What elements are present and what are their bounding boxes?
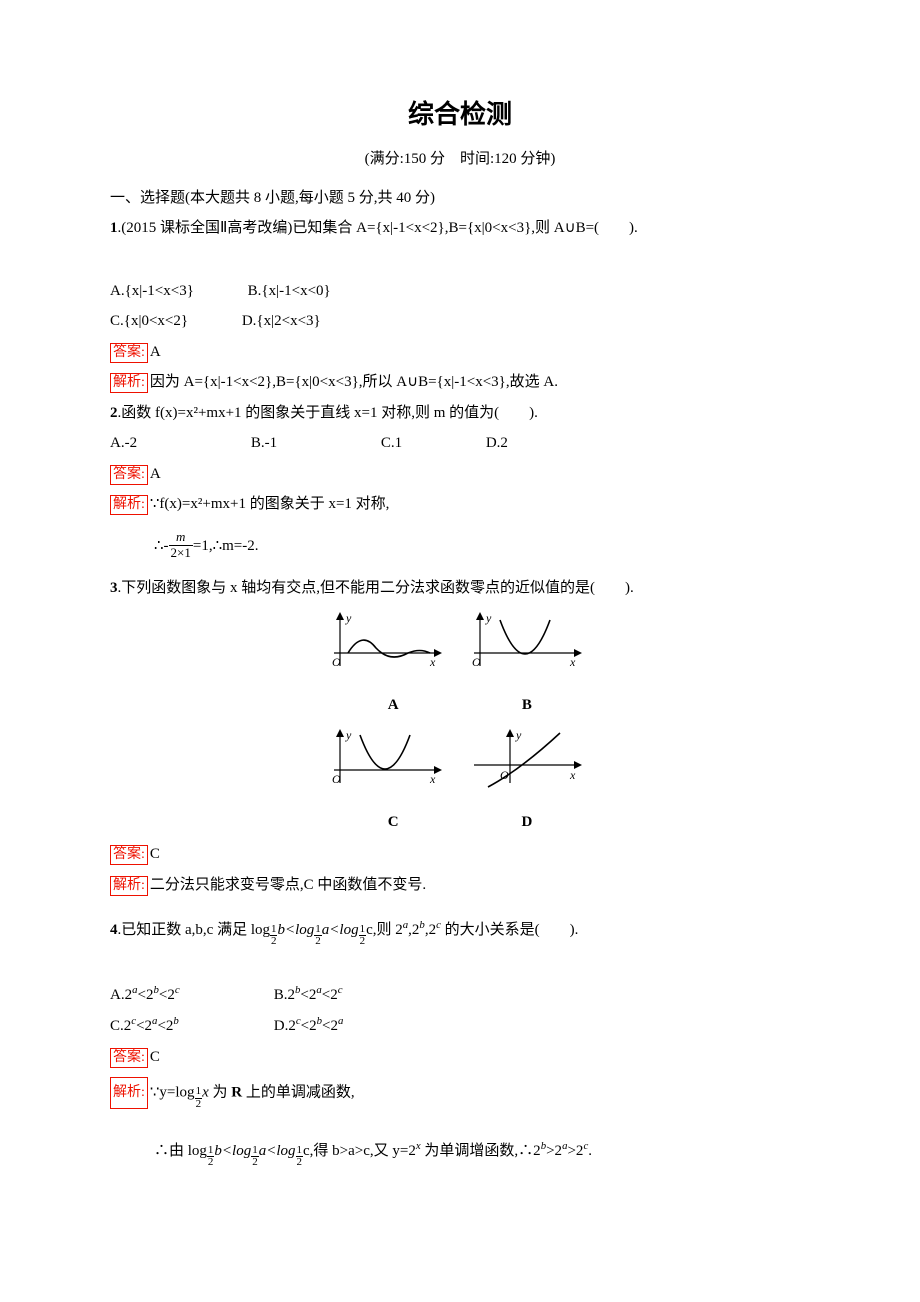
q2-number: 2 (110, 405, 118, 421)
graph-d-icon: y O x (470, 725, 590, 795)
q3-diagrams-row2: y O x y O x (110, 725, 810, 806)
graph-a-icon: y O x (330, 608, 450, 678)
expl-label: 解析: (110, 495, 148, 515)
question-1: 1.(2015 课标全国Ⅱ高考改编)已知集合 A={x|-1<x<2},B={x… (110, 214, 810, 243)
q4-explanation-line2: ∴由 log12b<log12a<log12c,得 b>a>c,又 y=2x 为… (154, 1136, 810, 1169)
svg-text:x: x (569, 768, 576, 782)
q1-opt-d: D.{x|2<x<3} (242, 307, 321, 336)
q2-opt-c: C.1 (381, 429, 402, 458)
q4-expl1-pre: ∵y=log (150, 1085, 195, 1101)
label-a: A (328, 691, 458, 720)
svg-text:O: O (472, 655, 481, 669)
page-subtitle: (满分:150 分 时间:120 分钟) (110, 145, 810, 174)
q3-labels-row2: C D (110, 808, 810, 837)
q1-number: 1 (110, 220, 118, 236)
q2-opt-b: B.-1 (251, 429, 277, 458)
question-3: 3.下列函数图象与 x 轴均有交点,但不能用二分法求函数零点的近似值的是( ). (110, 574, 810, 603)
q3-explanation: 解析:二分法只能求变号零点,C 中函数值不变号. (110, 871, 810, 900)
answer-label: 答案: (110, 1048, 148, 1068)
svg-text:O: O (332, 772, 341, 786)
label-d: D (462, 808, 592, 837)
svg-text:x: x (429, 655, 436, 669)
q4-tail: 的大小关系是( ). (441, 922, 579, 938)
q2-expl2-post: =1,∴m=-2. (193, 538, 259, 554)
q2-options: A.-2 B.-1 C.1 D.2 (110, 429, 810, 458)
q4-options-row1: A.2a<2b<2c B.2b<2a<2c (110, 980, 810, 1010)
q1-answer-value: A (150, 344, 161, 360)
q1-stem: .(2015 课标全国Ⅱ高考改编)已知集合 A={x|-1<x<2},B={x|… (118, 220, 638, 236)
q3-diagrams-row1: y O x y O x (110, 608, 810, 689)
q2-explanation-line1: 解析:∵f(x)=x²+mx+1 的图象关于 x=1 对称, (110, 490, 810, 519)
q1-expl-text: 因为 A={x|-1<x<2},B={x|0<x<3},所以 A∪B={x|-1… (150, 374, 558, 390)
q2-expl2-pre: ∴- (154, 538, 169, 554)
q4-m2: a<log (322, 922, 359, 938)
q3-expl-text: 二分法只能求变号零点,C 中函数值不变号. (150, 877, 426, 893)
q4-m3a: c,则 2 (366, 922, 403, 938)
q2-opt-a: A.-2 (110, 429, 137, 458)
answer-label: 答案: (110, 343, 148, 363)
q2-expl1: ∵f(x)=x²+mx+1 的图象关于 x=1 对称, (150, 496, 390, 512)
svg-text:O: O (332, 655, 341, 669)
label-b: B (462, 691, 592, 720)
q4-opt-c: C.2c<2a<2b (110, 1011, 270, 1041)
q1-explanation: 解析:因为 A={x|-1<x<2},B={x|0<x<3},所以 A∪B={x… (110, 368, 810, 397)
q4-options-row2: C.2c<2a<2b D.2c<2b<2a (110, 1011, 810, 1041)
expl-label: 解析: (110, 373, 148, 393)
expl-label: 解析: (110, 1077, 148, 1109)
q3-labels-row1: A B (110, 691, 810, 720)
q3-stem: .下列函数图象与 x 轴均有交点,但不能用二分法求函数零点的近似值的是( ). (118, 580, 634, 596)
q2-opt-d: D.2 (486, 429, 508, 458)
q4-m1: b<log (277, 922, 314, 938)
svg-text:y: y (345, 728, 352, 742)
q4-opt-d: D.2c<2b<2a (274, 1011, 434, 1041)
label-c: C (328, 808, 458, 837)
q4-opt-a: A.2a<2b<2c (110, 980, 270, 1010)
q2-stem: .函数 f(x)=x²+mx+1 的图象关于直线 x=1 对称,则 m 的值为(… (118, 405, 538, 421)
q3-answer: 答案:C (110, 840, 810, 869)
q1-opt-c: C.{x|0<x<2} (110, 307, 188, 336)
q1-options-row1: A.{x|-1<x<3} B.{x|-1<x<0} (110, 277, 810, 306)
q1-answer: 答案:A (110, 338, 810, 367)
q1-options-row2: C.{x|0<x<2} D.{x|2<x<3} (110, 307, 810, 336)
svg-text:y: y (345, 611, 352, 625)
question-2: 2.函数 f(x)=x²+mx+1 的图象关于直线 x=1 对称,则 m 的值为… (110, 399, 810, 428)
q4-e2-pre: ∴由 log (154, 1143, 207, 1159)
q4-m4: ,2 (425, 922, 436, 938)
q3-number: 3 (110, 580, 118, 596)
graph-c-icon: y O x (330, 725, 450, 795)
question-4: 4.已知正数 a,b,c 满足 log12b<log12a<log12c,则 2… (110, 915, 810, 948)
q4-stem-a: .已知正数 a,b,c 满足 log (118, 922, 270, 938)
graph-b-icon: y O x (470, 608, 590, 678)
section-heading: 一、选择题(本大题共 8 小题,每小题 5 分,共 40 分) (110, 184, 810, 213)
answer-label: 答案: (110, 845, 148, 865)
q4-number: 4 (110, 922, 118, 938)
q1-opt-a: A.{x|-1<x<3} (110, 277, 194, 306)
q4-m3b: ,2 (408, 922, 419, 938)
svg-text:y: y (515, 728, 522, 742)
q2-answer: 答案:A (110, 460, 810, 489)
svg-text:x: x (569, 655, 576, 669)
svg-text:y: y (485, 611, 492, 625)
svg-text:x: x (429, 772, 436, 786)
q4-opt-b: B.2b<2a<2c (274, 980, 434, 1010)
fraction: m2×1 (169, 530, 193, 561)
q1-opt-b: B.{x|-1<x<0} (248, 277, 331, 306)
q3-answer-value: C (150, 846, 160, 862)
q2-answer-value: A (150, 466, 161, 482)
q4-answer-value: C (150, 1049, 160, 1065)
expl-label: 解析: (110, 876, 148, 896)
page-title: 综合检测 (110, 90, 810, 139)
q2-explanation-line2: ∴-m2×1=1,∴m=-2. (154, 531, 810, 562)
q4-answer: 答案:C (110, 1043, 810, 1072)
q4-explanation-line1: 解析:∵y=log12x 为 R 上的单调减函数, (110, 1077, 810, 1110)
answer-label: 答案: (110, 465, 148, 485)
